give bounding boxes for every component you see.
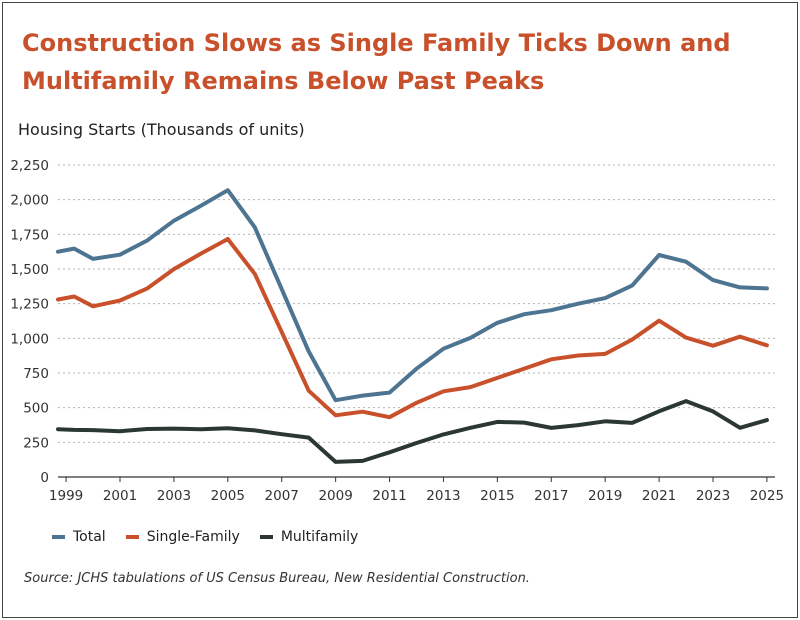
- legend-label-single-family: Single-Family: [146, 529, 240, 545]
- y-tick-label: 250: [23, 435, 49, 451]
- legend-swatch-multifamily: [259, 535, 273, 539]
- grid-lines: [58, 164, 775, 478]
- x-tick-label: 2005: [211, 488, 245, 504]
- series-line-total: [56, 188, 769, 403]
- x-tick-labels: 1999 2001 2003 2005 2007 2009 2011 2013 2015 2017…: [49, 477, 784, 504]
- x-tick-label: 2009: [318, 488, 352, 504]
- x-tick-label: 2021: [642, 488, 676, 504]
- x-tick-label: 2017: [534, 488, 568, 504]
- y-tick-label: 1,500: [10, 262, 49, 278]
- legend-label-multifamily: Multifamily: [280, 529, 359, 545]
- y-tick-label: 2,000: [10, 193, 49, 209]
- source-note: Source: JCHS tabulations of US Census Bu…: [24, 571, 530, 586]
- x-tick-label: 2025: [750, 488, 784, 504]
- series-lines: [56, 188, 769, 464]
- series-line-single-family: [56, 237, 769, 420]
- x-tick-label: 2023: [696, 488, 730, 504]
- y-tick-label: 0: [40, 470, 49, 486]
- legend-label-total: Total: [73, 529, 106, 545]
- legend-swatch-total: [52, 535, 65, 539]
- y-tick-labels: 0 250 500 750 1,000 1,250 1,500 1,750 2,000 2,250: [10, 158, 49, 486]
- y-tick-label: 2,250: [10, 158, 49, 174]
- x-tick-label: 2001: [103, 488, 137, 504]
- series-line-multifamily: [56, 399, 769, 464]
- y-tick-label: 1,750: [10, 227, 49, 243]
- y-axis-label: Housing Starts (Thousands of units): [18, 120, 305, 139]
- y-tick-label: 750: [23, 366, 49, 382]
- y-tick-label: 500: [23, 401, 49, 417]
- y-tick-label: 1,250: [10, 297, 49, 313]
- legend-item-multifamily: Multifamily: [259, 529, 359, 545]
- legend-swatch-single-family: [125, 535, 139, 539]
- legend-item-total: Total: [52, 529, 106, 545]
- x-tick-label: 1999: [49, 488, 83, 504]
- x-tick-label: 2007: [265, 488, 299, 504]
- x-tick-label: 2019: [588, 488, 622, 504]
- x-tick-label: 2013: [426, 488, 460, 504]
- legend: Total Single-Family Multifamily: [52, 529, 358, 545]
- x-tick-label: 2003: [157, 488, 191, 504]
- chart-title: Construction Slows as Single Family Tick…: [22, 29, 731, 95]
- y-tick-label: 1,000: [10, 331, 49, 347]
- legend-item-single-family: Single-Family: [125, 529, 240, 545]
- x-tick-label: 2011: [372, 488, 406, 504]
- x-tick-label: 2015: [480, 488, 514, 504]
